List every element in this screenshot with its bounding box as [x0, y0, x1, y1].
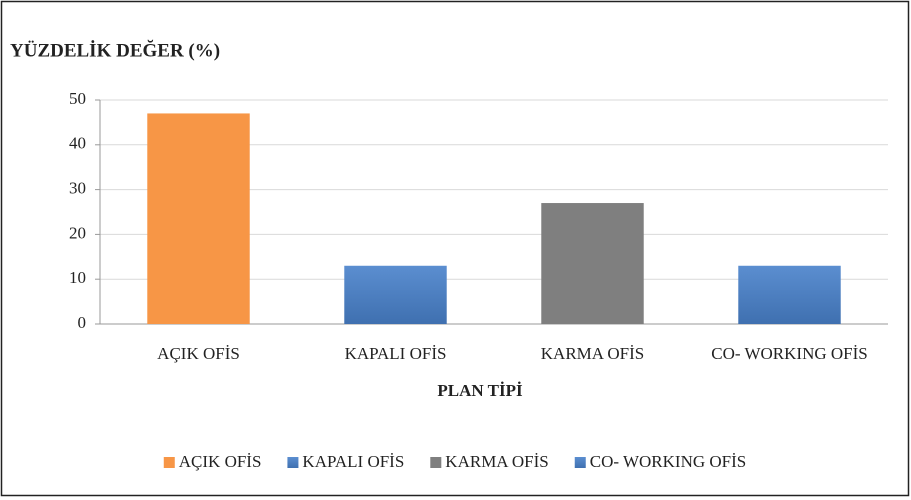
x-tick-label: CO- WORKING OFİS — [711, 344, 867, 363]
bar — [541, 203, 644, 324]
legend-label: KARMA OFİS — [445, 452, 548, 471]
legend-swatch — [287, 457, 299, 468]
legend-label: AÇIK OFİS — [179, 452, 262, 471]
y-tick-label: 40 — [69, 134, 86, 153]
x-axis-title: PLAN TİPİ — [437, 381, 523, 400]
legend-label: CO- WORKING OFİS — [590, 452, 746, 471]
y-tick-label: 0 — [78, 313, 87, 332]
legend-swatch — [430, 457, 442, 468]
x-tick-label: KARMA OFİS — [541, 344, 644, 363]
bar — [738, 265, 841, 324]
legend-swatch — [574, 457, 586, 468]
bar — [344, 265, 447, 324]
chart-title: YÜZDELİK DEĞER (%) — [10, 39, 220, 61]
legend-label: KAPALI OFİS — [302, 452, 404, 471]
y-tick-label: 10 — [69, 268, 86, 287]
bar — [147, 113, 250, 324]
y-tick-label: 30 — [69, 179, 86, 198]
y-tick-label: 50 — [69, 89, 86, 108]
legend-swatch — [163, 457, 175, 468]
y-tick-label: 20 — [69, 223, 86, 242]
x-tick-label: KAPALI OFİS — [345, 344, 447, 363]
x-tick-label: AÇIK OFİS — [157, 344, 240, 363]
